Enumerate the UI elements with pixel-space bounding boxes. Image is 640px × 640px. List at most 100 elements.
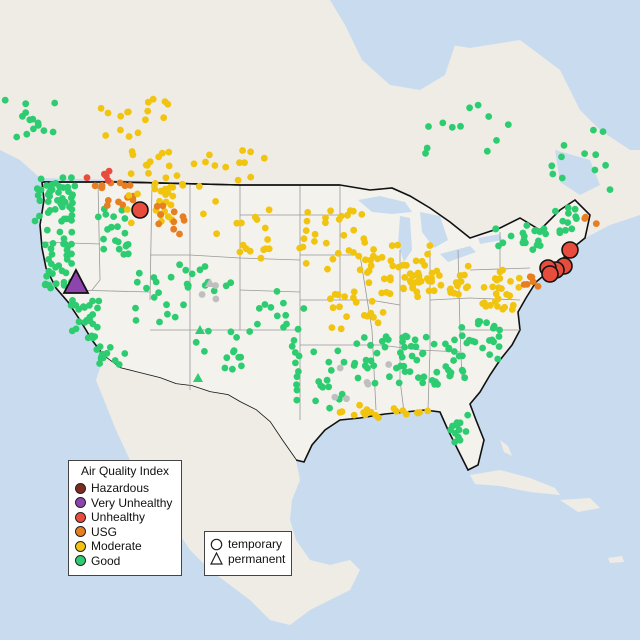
station-marker: [160, 114, 168, 122]
station-marker: [59, 174, 67, 182]
station-marker: [261, 224, 269, 232]
station-marker: [338, 408, 346, 416]
station-marker: [294, 325, 302, 333]
station-marker: [423, 144, 431, 152]
station-marker: [96, 343, 104, 350]
station-marker: [157, 211, 165, 219]
station-marker: [47, 245, 55, 253]
baja-california: [104, 356, 150, 474]
station-marker: [581, 150, 588, 158]
station-marker: [60, 235, 68, 243]
station-marker: [101, 170, 108, 178]
station-marker: [483, 147, 491, 155]
station-marker: [182, 266, 190, 274]
station-marker: [132, 317, 140, 324]
station-marker: [68, 212, 76, 219]
station-marker: [40, 127, 48, 134]
station-marker: [144, 98, 152, 106]
station-marker: [122, 242, 130, 250]
station-marker: [394, 241, 401, 249]
station-marker: [293, 386, 301, 394]
station-marker: [142, 116, 149, 124]
station-marker: [556, 227, 564, 235]
station-marker: [323, 376, 331, 384]
station-marker: [486, 351, 494, 358]
station-marker: [202, 158, 209, 166]
station-marker: [62, 240, 69, 248]
station-marker: [121, 215, 129, 222]
station-marker: [26, 116, 34, 124]
station-marker: [417, 277, 425, 285]
station-marker: [488, 336, 496, 344]
station-marker: [49, 240, 57, 247]
station-marker: [424, 407, 432, 415]
station-marker: [261, 301, 269, 308]
station-marker: [68, 174, 75, 182]
bahamas: [500, 440, 512, 456]
station-marker: [104, 197, 112, 204]
station-marker: [560, 142, 568, 149]
station-marker: [370, 246, 377, 253]
shape-legend-temporary: temporary: [210, 537, 286, 552]
station-marker: [373, 349, 381, 357]
station-marker: [176, 230, 183, 238]
station-marker: [86, 313, 94, 321]
station-marker: [451, 438, 459, 446]
station-marker: [103, 202, 111, 209]
station-marker: [151, 180, 159, 187]
station-marker: [159, 202, 167, 210]
station-marker: [169, 183, 177, 191]
station-marker-permanent: [205, 278, 215, 287]
station-marker: [329, 255, 337, 263]
lake-huron: [420, 212, 448, 248]
station-marker: [336, 364, 344, 372]
station-marker-permanent: [193, 373, 203, 382]
station-marker: [406, 270, 414, 278]
station-marker: [450, 348, 458, 355]
station-marker: [564, 219, 572, 227]
station-marker: [399, 338, 406, 345]
station-marker: [95, 297, 103, 305]
station-marker: [430, 287, 438, 295]
station-marker: [155, 220, 163, 228]
station-marker: [388, 242, 396, 250]
station-marker: [36, 212, 43, 220]
station-marker: [89, 297, 96, 305]
station-marker: [474, 101, 482, 109]
station-marker: [280, 299, 287, 307]
station-marker: [123, 206, 131, 213]
station-marker: [371, 379, 379, 387]
station-marker: [354, 374, 362, 382]
station-marker: [103, 349, 111, 357]
station-marker: [121, 182, 129, 190]
station-marker: [462, 428, 470, 435]
station-marker: [592, 220, 600, 228]
station-marker: [492, 225, 499, 233]
station-marker: [340, 358, 348, 366]
aqi-legend-item: Good: [75, 554, 175, 569]
station-marker: [68, 228, 76, 236]
station-marker: [353, 340, 361, 347]
station-marker: [386, 373, 393, 381]
station-marker: [364, 269, 371, 276]
station-marker: [568, 225, 576, 233]
station-marker: [188, 270, 196, 278]
station-marker: [572, 213, 580, 221]
station-marker: [71, 182, 79, 190]
station-marker: [260, 246, 268, 254]
station-marker: [108, 223, 115, 231]
station-marker: [414, 409, 422, 417]
station-marker: [496, 326, 503, 334]
station-marker: [117, 126, 124, 134]
station-marker: [448, 123, 456, 131]
station-marker: [68, 327, 76, 335]
station-marker: [558, 174, 566, 182]
station-marker: [157, 187, 165, 195]
station-marker: [176, 261, 184, 269]
station-marker: [515, 274, 523, 282]
station-marker: [222, 163, 230, 171]
station-marker: [121, 229, 129, 237]
station-marker: [442, 363, 450, 370]
station-marker: [58, 217, 65, 225]
station-marker: [156, 318, 163, 326]
